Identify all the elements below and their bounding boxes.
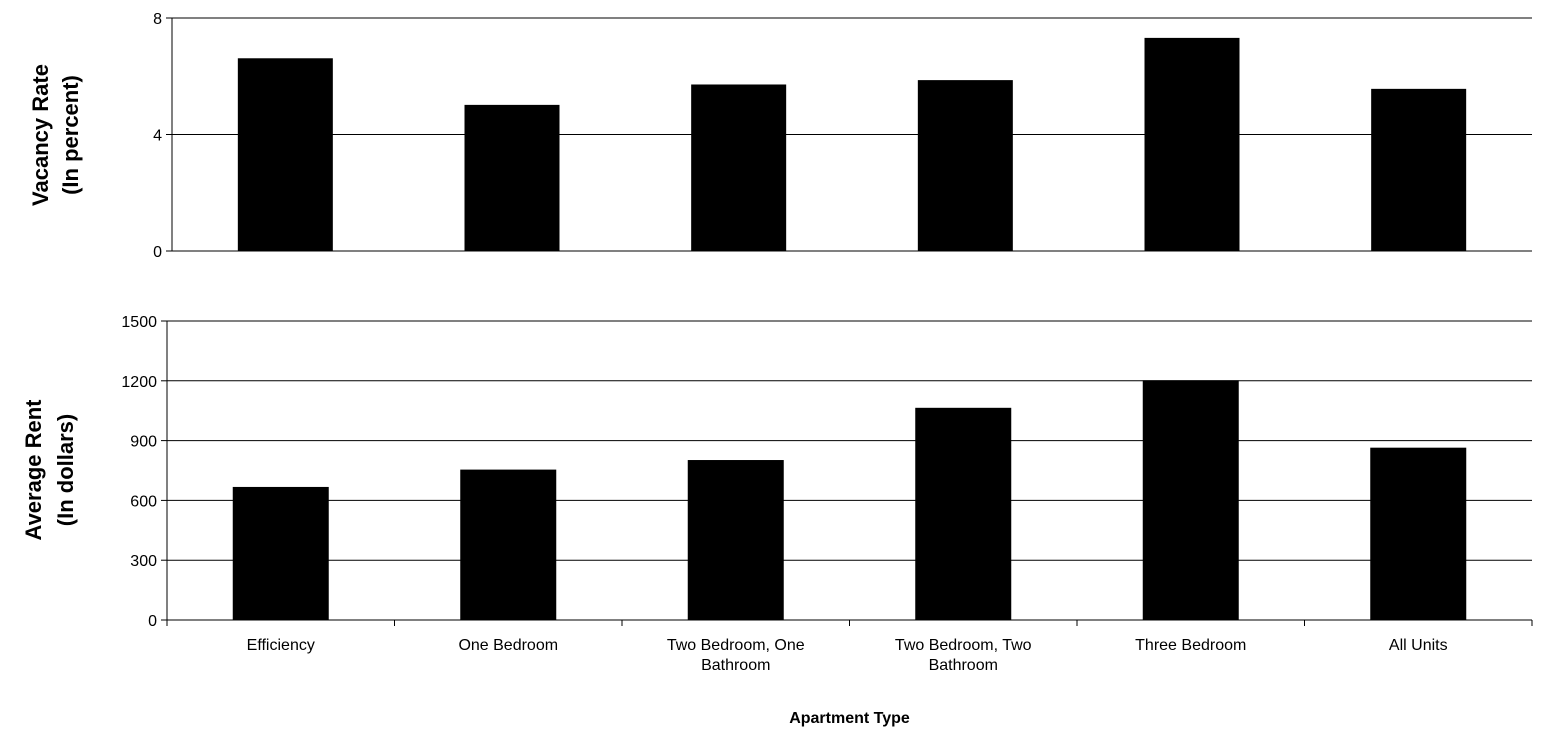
bar-three-bedroom bbox=[1142, 380, 1239, 621]
y-tick-label: 1200 bbox=[121, 374, 157, 391]
x-tick-label: All Units bbox=[1389, 637, 1448, 654]
x-tick-label: Two Bedroom, Two bbox=[895, 637, 1032, 654]
bar-two-bedroom-two-bathroom bbox=[915, 407, 1012, 621]
bar-one-bedroom bbox=[460, 469, 557, 621]
x-tick-label: Bathroom bbox=[929, 657, 998, 674]
x-tick-label: Efficiency bbox=[247, 637, 315, 654]
y-tick-label: 4 bbox=[153, 128, 162, 145]
y-axis-label: Vacancy Rate bbox=[28, 64, 53, 206]
y-tick-label: 8 bbox=[153, 11, 162, 28]
bar-three-bedroom bbox=[1144, 37, 1240, 252]
x-tick-label: One Bedroom bbox=[458, 637, 558, 654]
vacancy-rate-panel: 0 4 8 Vacancy Rate (In percent) bbox=[28, 11, 1532, 261]
y-tick-label: 600 bbox=[130, 493, 157, 510]
bar-two-bedroom-one-bathroom bbox=[687, 460, 784, 621]
bar-efficiency bbox=[232, 486, 329, 621]
bar-two-bedroom-one-bathroom bbox=[691, 84, 787, 252]
bar-one-bedroom bbox=[464, 104, 560, 252]
bar-two-bedroom-two-bathroom bbox=[917, 80, 1013, 252]
y-tick-label: 0 bbox=[148, 613, 157, 630]
bar-efficiency bbox=[237, 58, 333, 252]
x-axis-label: Apartment Type bbox=[789, 710, 910, 727]
y-tick-label: 0 bbox=[153, 244, 162, 261]
x-tick-label: Bathroom bbox=[701, 657, 770, 674]
y-axis-label: Average Rent bbox=[21, 399, 46, 541]
bar-all-units bbox=[1371, 88, 1467, 252]
y-tick-label: 300 bbox=[130, 553, 157, 570]
y-axis-label: (In percent) bbox=[58, 75, 83, 195]
average-rent-panel: 0 300 600 900 1200 1500 Average Rent (In dollar… bbox=[21, 314, 1533, 727]
x-tick-label: Two Bedroom, One bbox=[667, 637, 805, 654]
y-tick-label: 1500 bbox=[121, 314, 157, 331]
bar-all-units bbox=[1370, 447, 1467, 621]
x-tick-label: Three Bedroom bbox=[1135, 637, 1246, 654]
y-axis-label: (In dollars) bbox=[53, 414, 78, 526]
y-tick-label: 900 bbox=[130, 434, 157, 451]
